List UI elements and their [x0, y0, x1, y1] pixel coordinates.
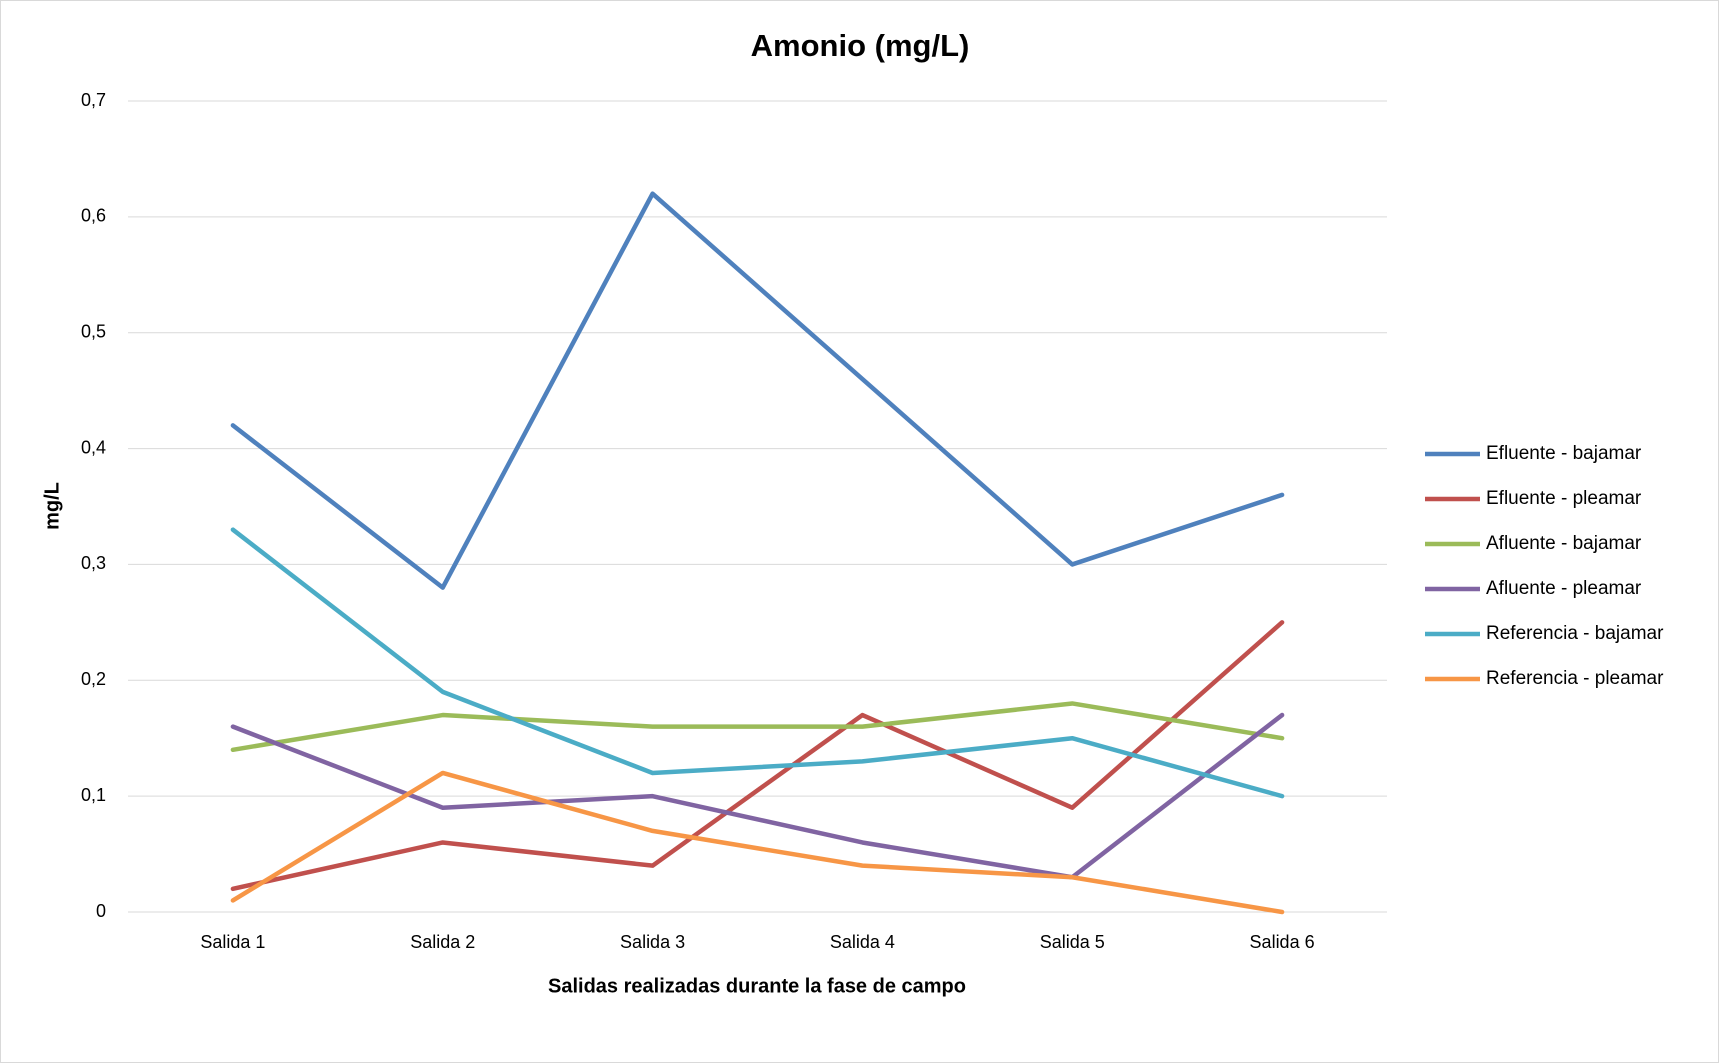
y-tick-label: 0,5 — [81, 321, 106, 341]
y-tick-label: 0,6 — [81, 206, 106, 226]
series-line — [230, 191, 1285, 590]
y-tick-label: 0 — [96, 901, 106, 921]
x-tick-label: Salida 4 — [830, 932, 895, 952]
x-tick-label: Salida 3 — [620, 932, 685, 952]
y-tick-label: 0,1 — [81, 785, 106, 805]
legend-label: Referencia - bajamar — [1486, 623, 1664, 644]
legend-label: Efluente - bajamar — [1486, 443, 1642, 464]
y-tick-label: 0,7 — [81, 90, 106, 110]
series-line — [230, 701, 1285, 753]
x-tick-label: Salida 5 — [1040, 932, 1105, 952]
x-tick-label: Salida 6 — [1250, 932, 1315, 952]
x-tick-label: Salida 1 — [200, 932, 265, 952]
legend-label: Referencia - pleamar — [1486, 668, 1664, 689]
series-line — [230, 770, 1285, 915]
x-tick-label: Salida 2 — [410, 932, 475, 952]
legend-label: Afluente - bajamar — [1486, 533, 1642, 554]
y-tick-label: 0,2 — [81, 669, 106, 689]
series-line — [230, 527, 1285, 799]
x-axis-title: Salidas realizadas durante la fase de ca… — [548, 975, 966, 997]
legend-label: Afluente - pleamar — [1486, 578, 1642, 599]
y-axis-title: mg/L — [41, 482, 63, 530]
y-tick-label: 0,3 — [81, 553, 106, 573]
chart-title: Amonio (mg/L) — [751, 28, 970, 63]
legend-label: Efluente - pleamar — [1486, 488, 1642, 509]
y-tick-label: 0,4 — [81, 437, 106, 457]
series-line — [230, 620, 1285, 892]
